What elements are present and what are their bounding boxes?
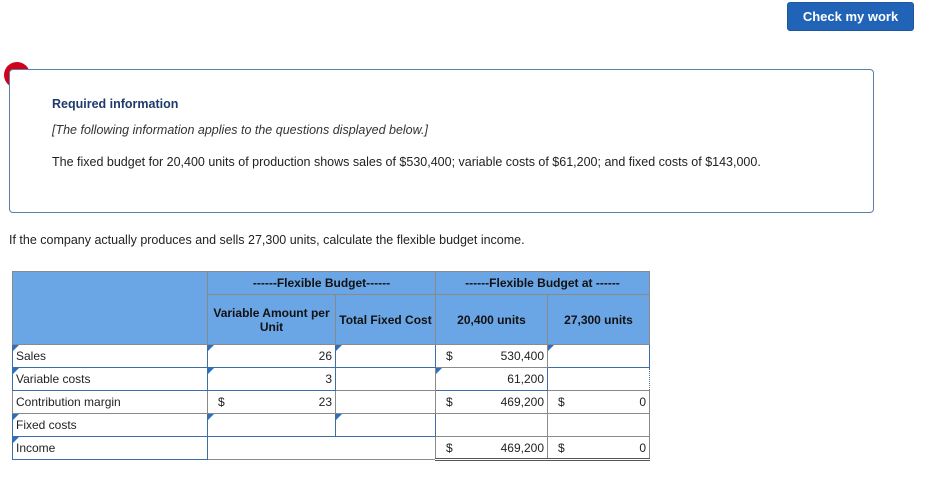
info-subtitle: [The following information applies to th… [52,123,428,137]
header-units-20400: 20,400 units [435,294,548,345]
header-flexible-budget-at: ------Flexible Budget at ------ [435,271,650,295]
contribution-margin-27300-cell: $0 [547,390,650,414]
info-title: Required information [52,97,179,111]
row-label-income[interactable]: Income [12,436,208,460]
flexible-budget-table: ------Flexible Budget------ ------Flexib… [12,271,650,461]
header-blank [12,271,208,345]
header-flexible-budget: ------Flexible Budget------ [207,271,436,295]
row-label-sales[interactable]: Sales [12,344,208,368]
variable-costs-var-input[interactable]: 3 [207,367,336,391]
contribution-margin-var-cell: $23 [207,390,336,414]
required-info-box: Required information [The following info… [9,69,874,213]
check-my-work-button[interactable]: Check my work [787,2,914,31]
table-row: Income $469,200 $0 [12,436,650,461]
sales-20400-cell: $530,400 [435,344,548,368]
contribution-margin-20400-cell: $469,200 [435,390,548,414]
contribution-margin-fixed-cell [335,390,436,414]
variable-costs-27300-input[interactable] [547,367,650,391]
variable-costs-fixed-cell [335,367,436,391]
income-flexible-cell [207,436,436,460]
sales-var-input[interactable]: 26 [207,344,336,368]
row-label-variable-costs[interactable]: Variable costs [12,367,208,391]
header-total-fixed-cost: Total Fixed Cost [335,294,436,345]
fixed-costs-var-input[interactable] [207,413,336,437]
header-units-27300: 27,300 units [547,294,650,345]
fixed-costs-20400-cell [435,413,548,437]
header-variable-amount: Variable Amount per Unit [207,294,336,345]
income-27300-cell: $0 [547,436,650,461]
fixed-costs-27300-cell [547,413,650,437]
income-20400-cell: $469,200 [435,436,548,461]
row-label-fixed-costs[interactable]: Fixed costs [12,413,208,437]
variable-costs-20400-input[interactable]: 61,200 [435,367,548,391]
sales-27300-input[interactable] [547,344,650,368]
table-row: Contribution margin $23 $469,200 $0 [12,390,650,414]
row-label-contribution-margin: Contribution margin [12,390,208,414]
info-text: The fixed budget for 20,400 units of pro… [52,155,761,169]
table-row: Fixed costs [12,413,650,437]
table-row: Variable costs 3 61,200 [12,367,650,391]
question-text: If the company actually produces and sel… [9,233,525,247]
table-row: Sales 26 $530,400 [12,344,650,368]
sales-fixed-input[interactable] [335,344,436,368]
fixed-costs-fixed-input[interactable] [335,413,436,437]
